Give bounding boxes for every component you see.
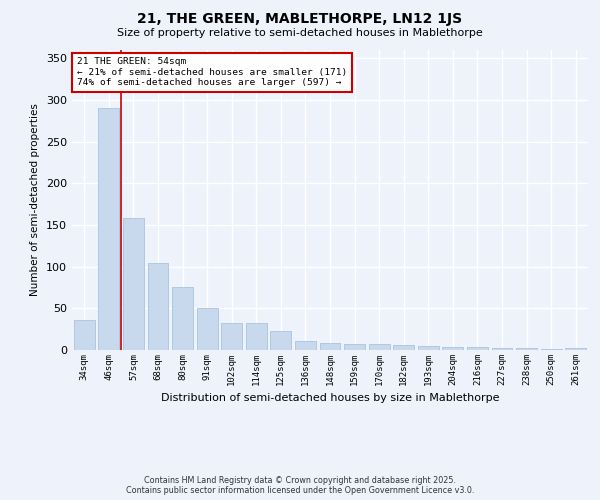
Bar bbox=[541, 349, 562, 350]
Bar bbox=[148, 264, 169, 350]
Bar bbox=[197, 308, 218, 350]
Text: 21, THE GREEN, MABLETHORPE, LN12 1JS: 21, THE GREEN, MABLETHORPE, LN12 1JS bbox=[137, 12, 463, 26]
Bar bbox=[418, 346, 439, 350]
Bar bbox=[320, 344, 340, 350]
Bar bbox=[467, 346, 488, 350]
Y-axis label: Number of semi-detached properties: Number of semi-detached properties bbox=[31, 104, 40, 296]
Bar bbox=[442, 346, 463, 350]
Bar bbox=[295, 341, 316, 350]
Bar bbox=[491, 348, 512, 350]
Bar bbox=[221, 322, 242, 350]
Text: Contains HM Land Registry data © Crown copyright and database right 2025.
Contai: Contains HM Land Registry data © Crown c… bbox=[126, 476, 474, 495]
Text: 21 THE GREEN: 54sqm
← 21% of semi-detached houses are smaller (171)
74% of semi-: 21 THE GREEN: 54sqm ← 21% of semi-detach… bbox=[77, 58, 347, 88]
X-axis label: Distribution of semi-detached houses by size in Mablethorpe: Distribution of semi-detached houses by … bbox=[161, 394, 499, 404]
Bar bbox=[271, 331, 292, 350]
Bar bbox=[123, 218, 144, 350]
Bar bbox=[98, 108, 119, 350]
Bar bbox=[368, 344, 389, 350]
Text: Size of property relative to semi-detached houses in Mablethorpe: Size of property relative to semi-detach… bbox=[117, 28, 483, 38]
Bar bbox=[565, 348, 586, 350]
Bar bbox=[74, 320, 95, 350]
Bar bbox=[246, 322, 267, 350]
Bar bbox=[172, 286, 193, 350]
Bar bbox=[393, 345, 414, 350]
Bar bbox=[344, 344, 365, 350]
Bar bbox=[516, 348, 537, 350]
